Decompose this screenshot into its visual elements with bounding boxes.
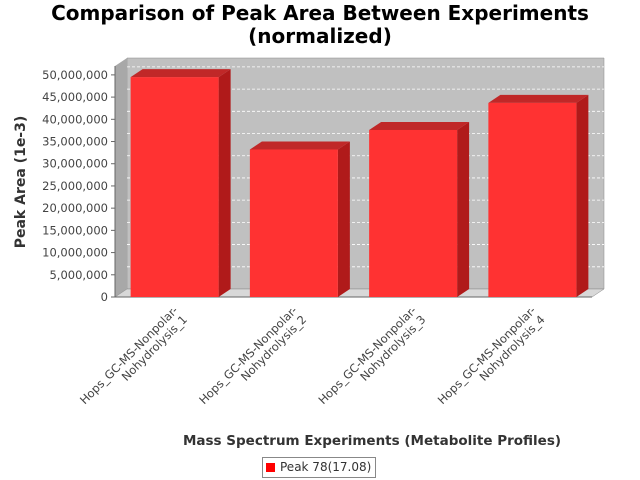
- bar-side: [337, 141, 350, 297]
- bar-top: [369, 121, 470, 130]
- y-tick-label: 30,000,000: [42, 157, 108, 171]
- bar-side: [457, 121, 470, 297]
- y-tick-label: 45,000,000: [42, 90, 108, 104]
- x-tick-label-line: Hops_GC-MS-Nonpolar-: [77, 303, 181, 407]
- x-tick-label-line: Hops_GC-MS-Nonpolar-: [435, 303, 539, 407]
- x-axis-label: Mass Spectrum Experiments (Metabolite Pr…: [183, 433, 561, 449]
- y-tick-label: 0: [101, 290, 108, 304]
- bar: [369, 121, 470, 297]
- bar-front: [249, 149, 338, 297]
- y-tick-label: 15,000,000: [42, 223, 108, 237]
- bar: [130, 69, 231, 297]
- x-tick-label-line: Hops_GC-MS-Nonpolar-: [196, 303, 300, 407]
- chart-title: Comparison of Peak Area Between Experime…: [0, 2, 640, 48]
- plot-side-wall: [115, 58, 127, 297]
- y-tick-label: 40,000,000: [42, 112, 108, 126]
- y-tick-label: 50,000,000: [42, 68, 108, 82]
- bar-side: [218, 69, 231, 297]
- y-tick-label: 20,000,000: [42, 201, 108, 215]
- y-tick-label: 5,000,000: [49, 268, 108, 282]
- legend-label: Peak 78(17.08): [280, 460, 372, 474]
- legend: Peak 78(17.08): [262, 457, 377, 478]
- y-tick-label: 35,000,000: [42, 135, 108, 149]
- bar-front: [369, 129, 458, 297]
- y-tick-label: 10,000,000: [42, 246, 108, 260]
- bar-front: [488, 102, 577, 297]
- x-tick-label: Hops_GC-MS-Nonpolar-Nohydrolysis_3: [315, 303, 428, 416]
- y-tick-label: 25,000,000: [42, 179, 108, 193]
- chart-title-line-2: (normalized): [248, 24, 392, 48]
- bar: [488, 94, 589, 297]
- bar: [249, 141, 350, 297]
- y-axis-label: Peak Area (1e-3): [13, 116, 29, 249]
- x-tick-label-line: Hops_GC-MS-Nonpolar-: [315, 303, 419, 407]
- x-tick-label: Hops_GC-MS-Nonpolar-Nohydrolysis_1: [77, 303, 190, 416]
- chart-title-line-1: Comparison of Peak Area Between Experime…: [51, 1, 589, 25]
- x-tick-label: Hops_GC-MS-Nonpolar-Nohydrolysis_4: [435, 303, 548, 416]
- bar-side: [576, 94, 589, 297]
- bar-top: [130, 69, 231, 78]
- bar-front: [130, 77, 219, 297]
- legend-swatch: [266, 463, 275, 472]
- x-tick-label: Hops_GC-MS-Nonpolar-Nohydrolysis_2: [196, 303, 309, 416]
- bar-top: [249, 141, 350, 150]
- bar-top: [488, 94, 589, 103]
